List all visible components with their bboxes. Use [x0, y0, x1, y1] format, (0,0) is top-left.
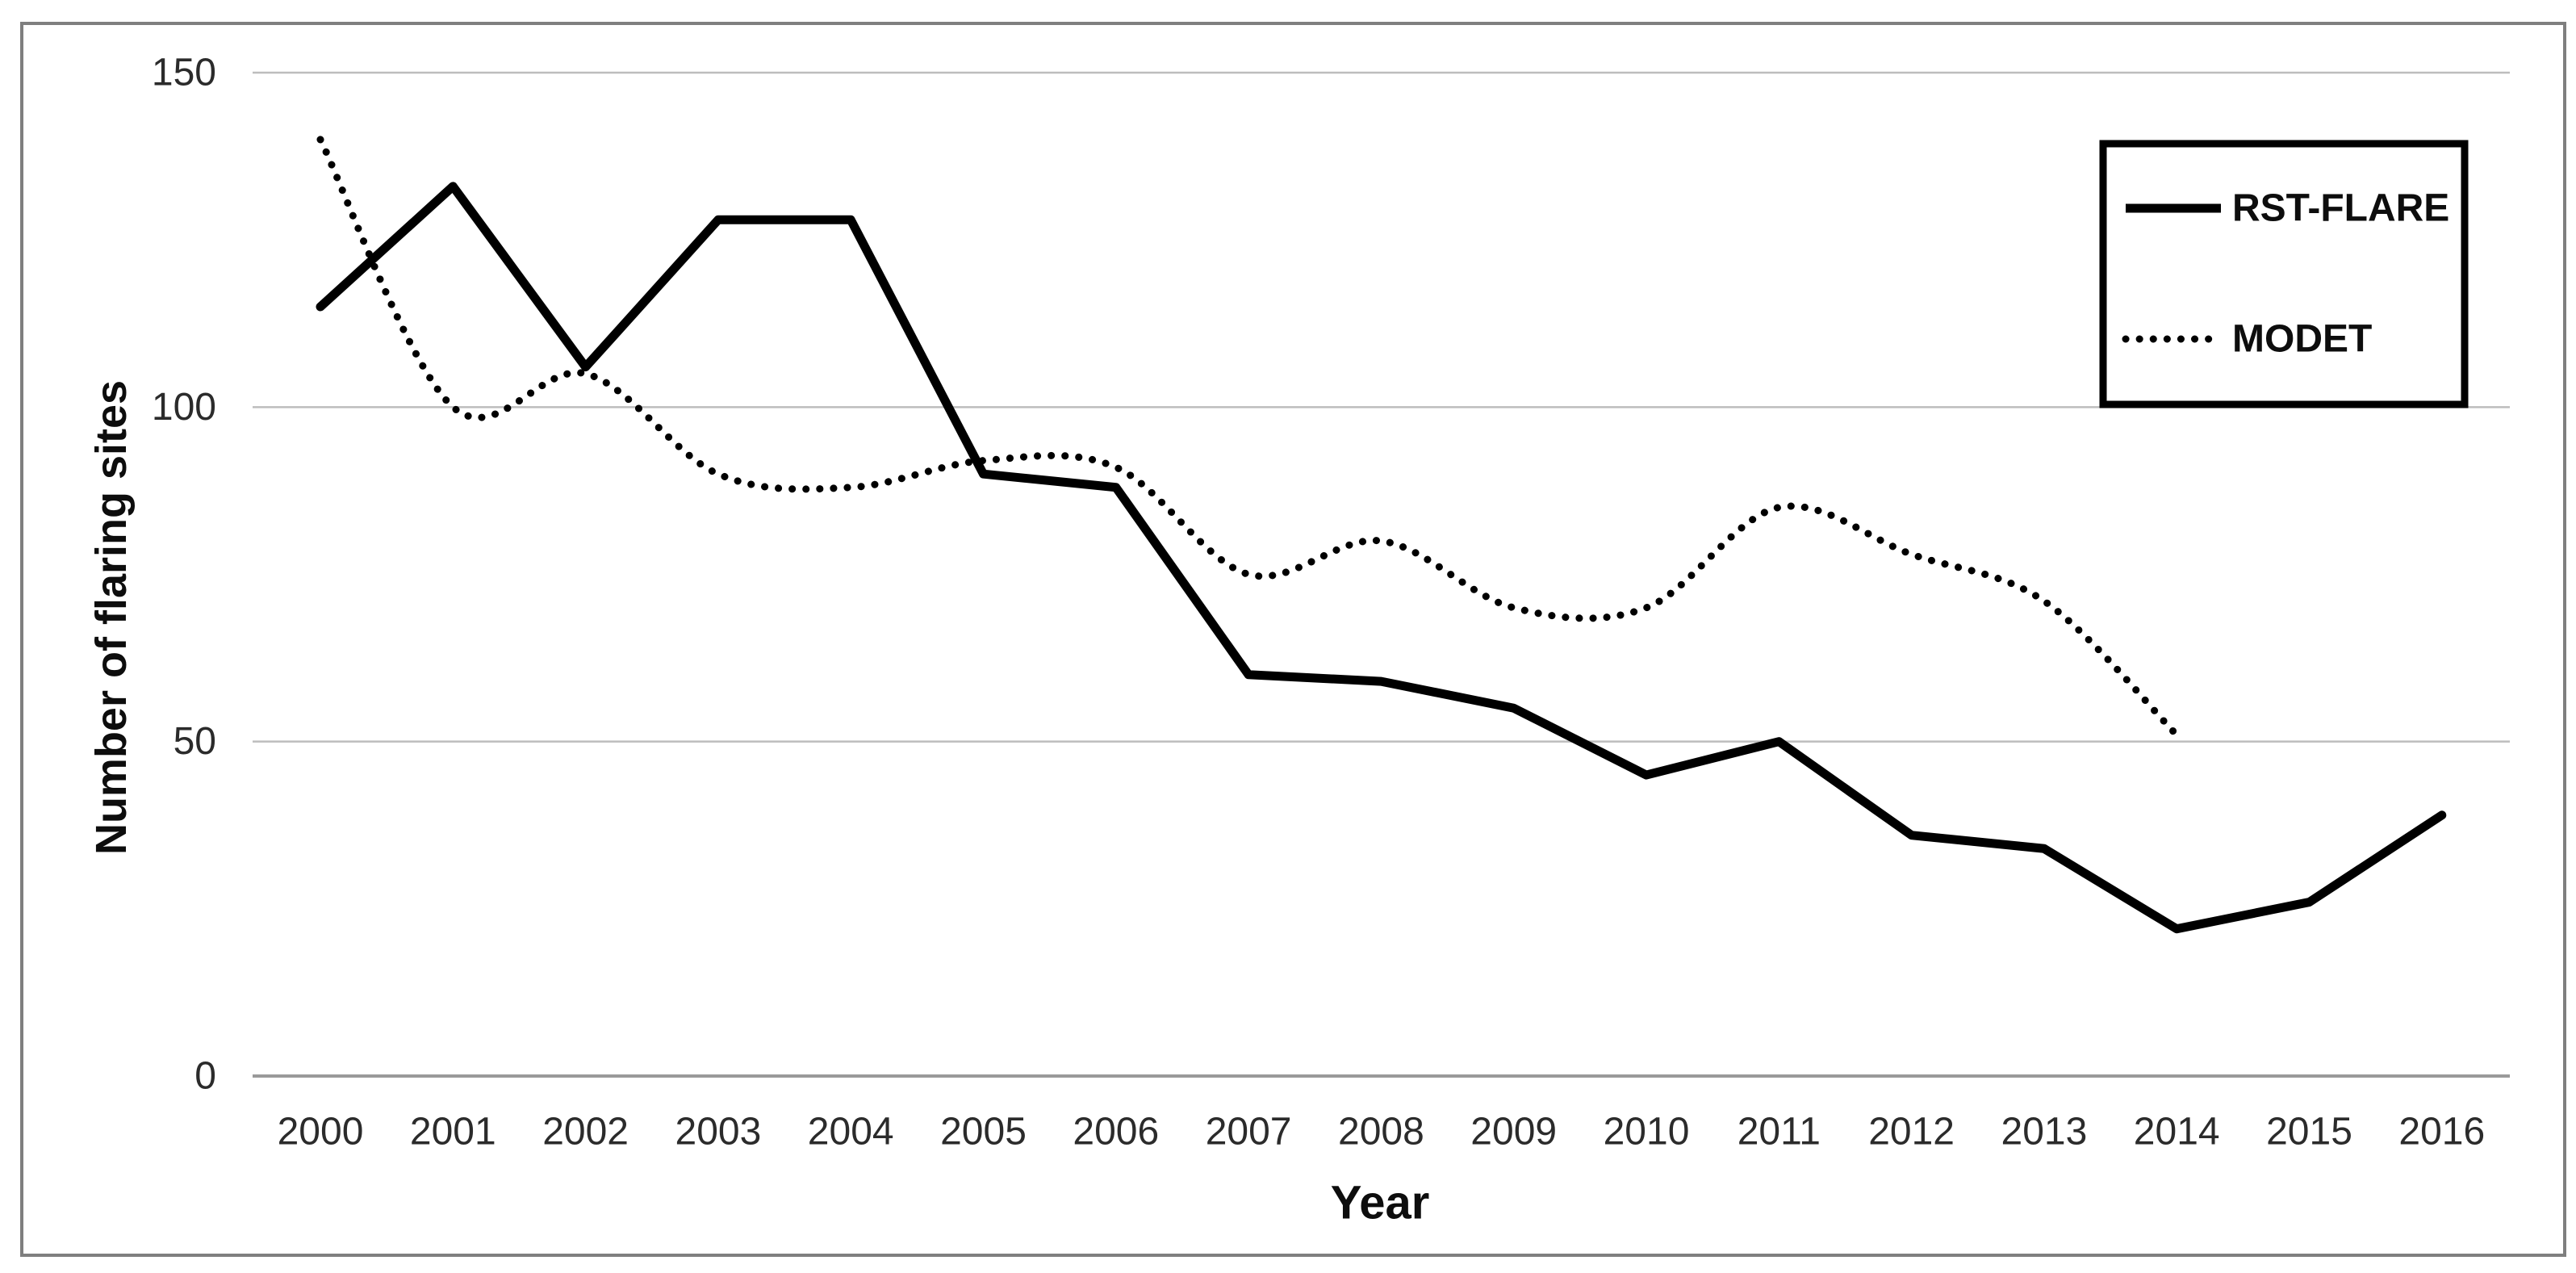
x-tick-label-2003: 2003: [675, 1111, 762, 1154]
y-tick-label-100: 100: [152, 386, 216, 429]
x-tick-label-2016: 2016: [2398, 1111, 2485, 1154]
y-axis-tick-labels: 0 50 100 150: [152, 52, 216, 1098]
y-tick-label-50: 50: [174, 720, 216, 763]
series-line-rst-flare: [316, 182, 2447, 934]
x-tick-label-2014: 2014: [2134, 1111, 2220, 1154]
x-tick-label-2001: 2001: [410, 1111, 496, 1154]
x-axis-tick-labels: 2000 2001 2002 2003 2004 2005 2006 2007 2008 2009…: [278, 1111, 2486, 1154]
series-line-modet: [316, 136, 2181, 739]
x-tick-label-2015: 2015: [2266, 1111, 2352, 1154]
legend: RST-FLARE MODET: [2099, 140, 2469, 408]
x-tick-label-2004: 2004: [808, 1111, 894, 1154]
x-axis-title: Year: [1331, 1177, 1430, 1229]
x-tick-label-2006: 2006: [1073, 1111, 1159, 1154]
x-tick-label-2008: 2008: [1338, 1111, 1424, 1154]
x-tick-label-2000: 2000: [278, 1111, 364, 1154]
figure-border: [20, 22, 2566, 1257]
x-tick-label-2007: 2007: [1206, 1111, 1292, 1154]
x-tick-label-2013: 2013: [2001, 1111, 2088, 1154]
series-lines: [316, 136, 2447, 934]
x-tick-label-2009: 2009: [1470, 1111, 1557, 1154]
y-tick-label-150: 150: [152, 52, 216, 94]
x-tick-label-2011: 2011: [1738, 1111, 1821, 1154]
x-tick-label-2010: 2010: [1604, 1111, 1690, 1154]
x-tick-label-2012: 2012: [1868, 1111, 1955, 1154]
legend-label-modet: MODET: [2232, 318, 2372, 361]
x-tick-label-2002: 2002: [542, 1111, 629, 1154]
legend-label-rst-flare: RST-FLARE: [2232, 187, 2449, 230]
y-axis-title: Number of flaring sites: [87, 380, 136, 855]
x-tick-label-2005: 2005: [940, 1111, 1027, 1154]
legend-box: [2099, 140, 2469, 408]
y-tick-label-0: 0: [194, 1055, 216, 1098]
